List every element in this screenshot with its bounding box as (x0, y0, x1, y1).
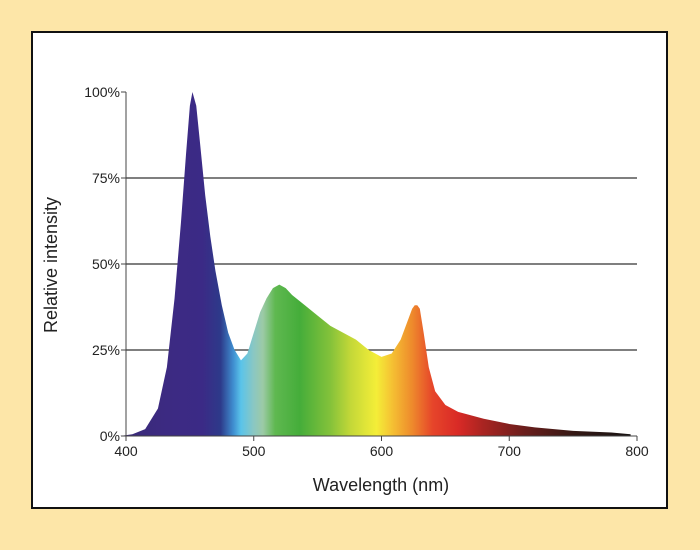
chart-frame: 0% 25% 50% 75% 100% 400 500 600 700 800 Relative … (31, 31, 668, 509)
x-axis-title: Wavelength (nm) (313, 475, 449, 495)
spectrum-chart: 0% 25% 50% 75% 100% 400 500 600 700 800 Relative … (41, 84, 649, 495)
y-tick-label: 0% (100, 428, 120, 444)
x-tick-label: 400 (114, 443, 138, 459)
x-tick-label: 700 (498, 443, 522, 459)
y-tick-label: 50% (92, 256, 120, 272)
y-tick-label: 25% (92, 342, 120, 358)
ticks-layer: 0% 25% 50% 75% 100% 400 500 600 700 800 (84, 84, 649, 459)
y-tick-label: 100% (84, 84, 120, 100)
y-axis-title: Relative intensity (41, 197, 61, 333)
x-tick-label: 600 (370, 443, 394, 459)
x-tick-label: 800 (625, 443, 649, 459)
x-tick-label: 500 (242, 443, 266, 459)
spectrum-area (119, 92, 631, 436)
y-tick-label: 75% (92, 170, 120, 186)
